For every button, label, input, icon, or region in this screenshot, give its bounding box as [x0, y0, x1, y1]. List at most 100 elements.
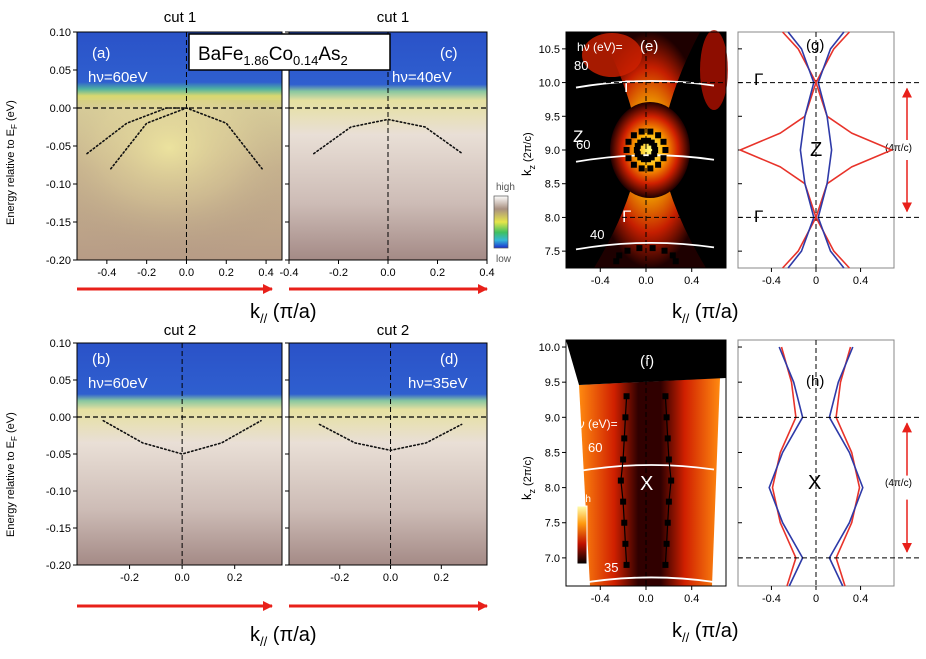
panel-g-xtick-label: 0.4 [853, 275, 868, 287]
panel-c-curves [289, 32, 487, 260]
panel-e-ytick-label: 10.5 [539, 44, 560, 56]
panel-c-dispersion-band [312, 118, 464, 155]
panel-f-fermi-point [662, 561, 669, 568]
panel-a-ytick-label: -0.15 [46, 217, 71, 229]
panel-d-hv: hν=35eV [408, 375, 468, 392]
panel-e-fermi-point [625, 138, 632, 145]
panel-a-axes: -0.4 -0.2 0.0 0.2 0.4 0.10 0.05 0.00 -0.05 -0.10 -… [46, 27, 274, 279]
panel-f-xtick-label: -0.4 [591, 593, 610, 605]
panel-a-xtick-label: 0.0 [179, 267, 194, 279]
panel-e-fermi-point [647, 165, 654, 172]
panel-e-fermi-point [649, 245, 656, 252]
panel-e-fermi-point [645, 156, 652, 163]
panel-e-hv-60: 60 [576, 137, 590, 152]
panel-e-fermi-point [651, 142, 658, 149]
panel-d-label: (d) [440, 351, 458, 368]
panel-f-colorbar [576, 505, 588, 565]
panel-f-colorbar-high: high [572, 494, 591, 505]
panel-h-xtick-label: -0.4 [762, 593, 781, 605]
panel-e-fermi-point [655, 161, 662, 168]
panel-d-image [289, 343, 487, 565]
panel-d-cut: cut 2 [377, 322, 410, 339]
panel-h-xtick-label: 0.4 [853, 593, 868, 605]
panel-a-curves [77, 32, 282, 260]
panel-e-ytick-label: 7.5 [545, 246, 560, 258]
panel-f-label: (f) [640, 353, 654, 370]
panel-e-fermi-point [655, 132, 662, 139]
panel-d-xtick-label: 0.2 [434, 572, 449, 584]
panel-f: (f) hν (eV)= 60 35 X high low -0.4 0.0 0.4… [539, 339, 727, 605]
panel-e-fermi-point [638, 165, 645, 172]
panel-e-fermi-point [630, 132, 637, 139]
panel-f-fermi-point [662, 393, 669, 400]
panel-f-fermi-point [621, 519, 628, 526]
panel-f-ytick-label: 8.0 [545, 483, 560, 495]
panel-b-ytick-label: -0.15 [46, 523, 71, 535]
panel-f-fermi-point [623, 561, 630, 568]
panel-g: (g) Γ Z Γ (4π/c) -0.4 0 0.4 [737, 31, 912, 287]
panel-b-ytick-label: -0.20 [46, 560, 71, 572]
panel-e-fermi-point [634, 142, 641, 149]
panel-b-ytick-label: 0.05 [50, 375, 71, 387]
panel-e-fermi-point [624, 247, 631, 254]
panel-f-fermi-point [665, 456, 672, 463]
panel-f-map [579, 378, 720, 586]
kz-ylabel-bottom: kz (2π/c) [519, 456, 537, 500]
panel-e-fermi-point [616, 252, 623, 259]
panel-f-top-dark [566, 340, 726, 385]
panel-f-fermi-point [663, 414, 670, 421]
panel-g-xtick-label: -0.4 [762, 275, 781, 287]
panel-a-ytick-label: 0.00 [50, 103, 71, 115]
panel-a-ytick-label: 0.05 [50, 65, 71, 77]
panel-f-fermi-point [620, 456, 627, 463]
panel-f-axes: -0.4 0.0 0.4 10.0 9.5 9.0 8.5 8.0 7.5 7.0 [539, 342, 700, 605]
panel-d-dispersion-band [318, 423, 463, 452]
panel-e-fermi-point [630, 161, 637, 168]
panel-h-blue-sheet-right [828, 346, 864, 587]
panel-e-gamma-bottom: Γ [622, 207, 631, 226]
colorbar-low: low [496, 254, 512, 265]
panel-h-blue-sheet-left [768, 346, 804, 587]
panel-e-fermi-point [647, 128, 654, 135]
panel-e-hv-header: hν (eV)= [577, 40, 623, 54]
panel-e-xtick-label: 0.0 [638, 275, 653, 287]
panel-e-ytick-label: 8.0 [545, 212, 560, 224]
panel-e-gamma-top: Γ [624, 77, 633, 96]
panel-g-xtick-label: 0 [813, 275, 819, 287]
panel-c-xtick-label: 0.4 [479, 267, 494, 279]
panel-e-fermi-point [637, 154, 644, 161]
panel-f-hv-60: 60 [588, 440, 602, 455]
panel-e-hv-curve-40 [575, 241, 715, 251]
panel-f-fermi-point [663, 540, 670, 547]
panel-b-ytick-label: 0.00 [50, 412, 71, 424]
panel-f-hv-curve-60 [575, 464, 715, 473]
panel-f-fermi-point [617, 477, 624, 484]
panel-h: (h) X (4π/c) -0.4 0 0.4 [737, 339, 912, 605]
period-markers [566, 82, 922, 559]
panel-e-fermi-point [660, 155, 667, 162]
panel-e-fermi-point [636, 245, 643, 252]
panel-e-xtick-label: -0.4 [591, 275, 610, 287]
panel-a-hv: hν=60eV [88, 69, 148, 86]
compound-label: BaFe1.86Co0.14As2 [188, 33, 391, 71]
panel-f-hv-curve-35 [575, 576, 715, 585]
panel-e-ytick-label: 8.5 [545, 179, 560, 191]
panel-a-ytick-label: -0.20 [46, 255, 71, 267]
panel-e-curves [575, 32, 715, 268]
intensity-colorbar: high low [493, 182, 515, 265]
panel-e-hv-40: 40 [590, 227, 604, 242]
panel-c-hv: hν=40eV [392, 69, 452, 86]
panel-b-axes: -0.2 0.0 0.2 0.10 0.05 0.00 -0.05 -0.10 -0.15 -0.… [46, 338, 242, 584]
panel-b-hv: hν=60eV [88, 375, 148, 392]
panel-b-ytick-label: 0.10 [50, 338, 71, 350]
panel-e-ytick-label: 10.0 [539, 78, 560, 90]
panel-a-label: (a) [92, 45, 110, 62]
panel-f-fermi-point [668, 477, 675, 484]
panel-e-fermi-point [652, 147, 659, 153]
panel-a-xtick-label: -0.2 [137, 267, 156, 279]
kpar-label-top: k// (π/a) [250, 301, 317, 326]
panel-g-curves [739, 31, 893, 269]
panel-h-period: (4π/c) [885, 478, 912, 489]
panel-f-ytick-label: 7.0 [545, 553, 560, 565]
